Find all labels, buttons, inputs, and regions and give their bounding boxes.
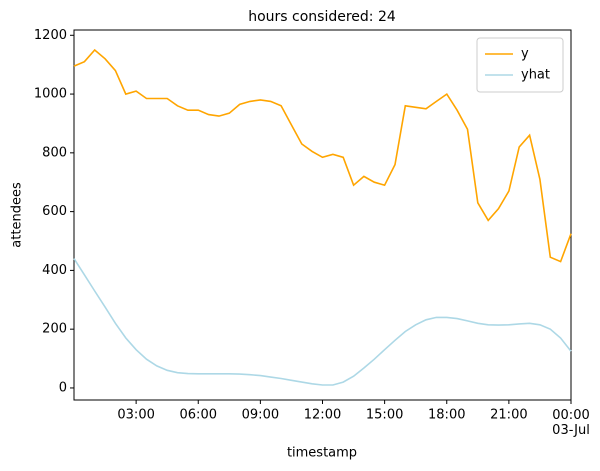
line-series [73, 258, 572, 386]
legend-label: y [521, 47, 529, 62]
y-tick-label: 400 [42, 263, 67, 278]
x-tick-label: 06:00 [180, 408, 217, 423]
legend-box [476, 37, 564, 93]
y-axis-label: attendees [10, 182, 25, 248]
y-tick-label: 1200 [34, 28, 67, 43]
chart-title: hours considered: 24 [248, 9, 396, 25]
y-tick-label: 600 [42, 204, 67, 219]
y-tick-label: 1000 [34, 87, 67, 102]
x-axis-label: timestamp [287, 446, 357, 461]
x-tick-label: 21:00 [490, 408, 527, 423]
y-tick-label: 200 [42, 322, 67, 337]
y-tick-label: 0 [59, 380, 67, 395]
legend-label: yhat [521, 68, 550, 83]
line-series [73, 48, 572, 263]
x-tick-label: 12:00 [304, 408, 341, 423]
x-tick-label: 09:00 [242, 408, 279, 423]
y-tick-label: 800 [42, 145, 67, 160]
x-tick-label: 00:00 03-Jul [552, 408, 590, 438]
x-tick-label: 18:00 [428, 408, 465, 423]
x-tick-label: 03:00 [117, 408, 154, 423]
x-tick-label: 15:00 [366, 408, 403, 423]
